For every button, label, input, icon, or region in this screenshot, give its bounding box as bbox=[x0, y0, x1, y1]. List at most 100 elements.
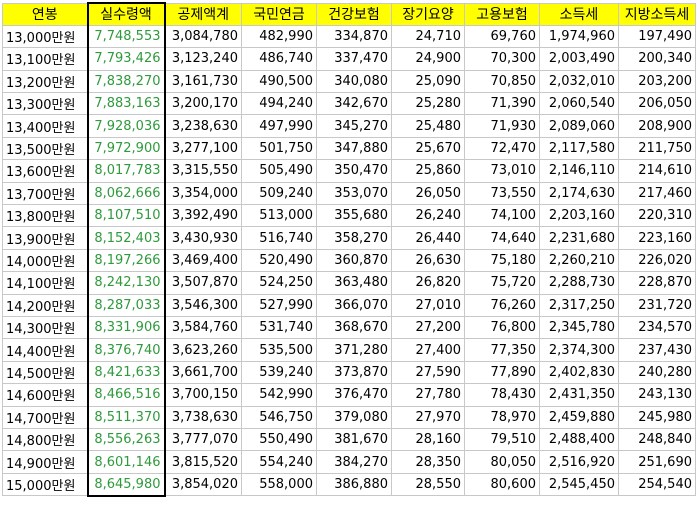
cell-long-term-care[interactable]: 27,970 bbox=[391, 405, 465, 429]
cell-net-pay[interactable]: 8,421,633 bbox=[86, 360, 166, 385]
cell-income-tax[interactable]: 2,288,730 bbox=[539, 271, 619, 295]
cell-health-insurance[interactable]: 373,870 bbox=[316, 360, 392, 385]
cell-total-deduction[interactable]: 3,815,520 bbox=[164, 450, 242, 474]
cell-annual-salary[interactable]: 14,200만원 bbox=[2, 293, 88, 317]
cell-national-pension[interactable]: 527,990 bbox=[241, 293, 317, 317]
cell-long-term-care[interactable]: 25,090 bbox=[391, 69, 465, 94]
cell-health-insurance[interactable]: 355,680 bbox=[316, 204, 392, 228]
cell-total-deduction[interactable]: 3,777,070 bbox=[164, 427, 242, 452]
cell-health-insurance[interactable]: 334,870 bbox=[316, 24, 392, 49]
cell-annual-salary[interactable]: 13,900만원 bbox=[2, 226, 88, 250]
cell-local-income-tax[interactable]: 226,020 bbox=[618, 248, 696, 273]
cell-net-pay[interactable]: 8,107,510 bbox=[86, 204, 166, 228]
cell-income-tax[interactable]: 2,231,680 bbox=[539, 226, 619, 250]
cell-net-pay[interactable]: 7,748,553 bbox=[86, 24, 166, 49]
cell-health-insurance[interactable]: 347,880 bbox=[316, 136, 392, 161]
cell-long-term-care[interactable]: 26,240 bbox=[391, 204, 465, 228]
cell-health-insurance[interactable]: 337,470 bbox=[316, 47, 392, 71]
cell-net-pay[interactable]: 8,556,263 bbox=[86, 427, 166, 452]
cell-annual-salary[interactable]: 13,800만원 bbox=[2, 204, 88, 228]
cell-local-income-tax[interactable]: 217,460 bbox=[618, 181, 696, 206]
cell-long-term-care[interactable]: 27,590 bbox=[391, 360, 465, 385]
cell-health-insurance[interactable]: 358,270 bbox=[316, 226, 392, 250]
cell-national-pension[interactable]: 558,000 bbox=[241, 472, 317, 497]
cell-long-term-care[interactable]: 25,280 bbox=[391, 92, 465, 116]
cell-employment-insurance[interactable]: 71,390 bbox=[464, 92, 540, 116]
header-health-insurance[interactable]: 건강보험 bbox=[316, 2, 392, 26]
cell-employment-insurance[interactable]: 70,850 bbox=[464, 69, 540, 94]
cell-net-pay[interactable]: 8,645,980 bbox=[86, 472, 166, 497]
cell-income-tax[interactable]: 2,545,450 bbox=[539, 472, 619, 497]
cell-net-pay[interactable]: 7,793,426 bbox=[86, 47, 166, 71]
cell-net-pay[interactable]: 8,017,783 bbox=[86, 159, 166, 183]
cell-national-pension[interactable]: 509,240 bbox=[241, 181, 317, 206]
cell-income-tax[interactable]: 2,174,630 bbox=[539, 181, 619, 206]
cell-national-pension[interactable]: 482,990 bbox=[241, 24, 317, 49]
cell-national-pension[interactable]: 520,490 bbox=[241, 248, 317, 273]
cell-total-deduction[interactable]: 3,354,000 bbox=[164, 181, 242, 206]
cell-local-income-tax[interactable]: 231,720 bbox=[618, 293, 696, 317]
cell-annual-salary[interactable]: 13,700만원 bbox=[2, 181, 88, 206]
cell-local-income-tax[interactable]: 206,050 bbox=[618, 92, 696, 116]
cell-income-tax[interactable]: 2,374,300 bbox=[539, 338, 619, 362]
cell-national-pension[interactable]: 550,490 bbox=[241, 427, 317, 452]
cell-total-deduction[interactable]: 3,507,870 bbox=[164, 271, 242, 295]
cell-annual-salary[interactable]: 14,300만원 bbox=[2, 315, 88, 340]
cell-employment-insurance[interactable]: 72,470 bbox=[464, 136, 540, 161]
cell-health-insurance[interactable]: 342,670 bbox=[316, 92, 392, 116]
header-long-term-care[interactable]: 장기요양 bbox=[391, 2, 465, 26]
cell-health-insurance[interactable]: 366,070 bbox=[316, 293, 392, 317]
cell-long-term-care[interactable]: 27,200 bbox=[391, 315, 465, 340]
cell-long-term-care[interactable]: 26,630 bbox=[391, 248, 465, 273]
cell-total-deduction[interactable]: 3,546,300 bbox=[164, 293, 242, 317]
cell-income-tax[interactable]: 2,117,580 bbox=[539, 136, 619, 161]
cell-national-pension[interactable]: 505,490 bbox=[241, 159, 317, 183]
cell-local-income-tax[interactable]: 251,690 bbox=[618, 450, 696, 474]
cell-long-term-care[interactable]: 27,010 bbox=[391, 293, 465, 317]
cell-long-term-care[interactable]: 28,350 bbox=[391, 450, 465, 474]
cell-long-term-care[interactable]: 27,780 bbox=[391, 383, 465, 407]
cell-long-term-care[interactable]: 26,440 bbox=[391, 226, 465, 250]
cell-national-pension[interactable]: 513,000 bbox=[241, 204, 317, 228]
cell-income-tax[interactable]: 2,089,060 bbox=[539, 114, 619, 138]
cell-net-pay[interactable]: 8,376,740 bbox=[86, 338, 166, 362]
cell-long-term-care[interactable]: 27,400 bbox=[391, 338, 465, 362]
cell-employment-insurance[interactable]: 75,720 bbox=[464, 271, 540, 295]
cell-health-insurance[interactable]: 353,070 bbox=[316, 181, 392, 206]
cell-health-insurance[interactable]: 386,880 bbox=[316, 472, 392, 497]
cell-annual-salary[interactable]: 14,900만원 bbox=[2, 450, 88, 474]
cell-total-deduction[interactable]: 3,584,760 bbox=[164, 315, 242, 340]
cell-total-deduction[interactable]: 3,700,150 bbox=[164, 383, 242, 407]
cell-health-insurance[interactable]: 350,470 bbox=[316, 159, 392, 183]
cell-annual-salary[interactable]: 13,200만원 bbox=[2, 69, 88, 94]
cell-employment-insurance[interactable]: 77,890 bbox=[464, 360, 540, 385]
cell-annual-salary[interactable]: 13,300만원 bbox=[2, 92, 88, 116]
cell-local-income-tax[interactable]: 240,280 bbox=[618, 360, 696, 385]
cell-annual-salary[interactable]: 13,400만원 bbox=[2, 114, 88, 138]
cell-net-pay[interactable]: 7,972,900 bbox=[86, 136, 166, 161]
cell-income-tax[interactable]: 2,032,010 bbox=[539, 69, 619, 94]
cell-employment-insurance[interactable]: 73,010 bbox=[464, 159, 540, 183]
cell-long-term-care[interactable]: 25,480 bbox=[391, 114, 465, 138]
cell-health-insurance[interactable]: 368,670 bbox=[316, 315, 392, 340]
cell-annual-salary[interactable]: 13,500만원 bbox=[2, 136, 88, 161]
cell-income-tax[interactable]: 2,459,880 bbox=[539, 405, 619, 429]
cell-income-tax[interactable]: 2,260,210 bbox=[539, 248, 619, 273]
cell-annual-salary[interactable]: 13,000만원 bbox=[2, 24, 88, 49]
cell-local-income-tax[interactable]: 223,160 bbox=[618, 226, 696, 250]
cell-employment-insurance[interactable]: 80,050 bbox=[464, 450, 540, 474]
cell-income-tax[interactable]: 2,317,250 bbox=[539, 293, 619, 317]
cell-health-insurance[interactable]: 384,270 bbox=[316, 450, 392, 474]
header-income-tax[interactable]: 소득세 bbox=[539, 2, 619, 26]
cell-total-deduction[interactable]: 3,315,550 bbox=[164, 159, 242, 183]
cell-total-deduction[interactable]: 3,161,730 bbox=[164, 69, 242, 94]
cell-national-pension[interactable]: 535,500 bbox=[241, 338, 317, 362]
cell-net-pay[interactable]: 8,062,666 bbox=[86, 181, 166, 206]
cell-employment-insurance[interactable]: 74,100 bbox=[464, 204, 540, 228]
cell-local-income-tax[interactable]: 237,430 bbox=[618, 338, 696, 362]
cell-total-deduction[interactable]: 3,738,630 bbox=[164, 405, 242, 429]
cell-annual-salary[interactable]: 14,400만원 bbox=[2, 338, 88, 362]
cell-local-income-tax[interactable]: 200,340 bbox=[618, 47, 696, 71]
cell-total-deduction[interactable]: 3,238,630 bbox=[164, 114, 242, 138]
cell-employment-insurance[interactable]: 69,760 bbox=[464, 24, 540, 49]
